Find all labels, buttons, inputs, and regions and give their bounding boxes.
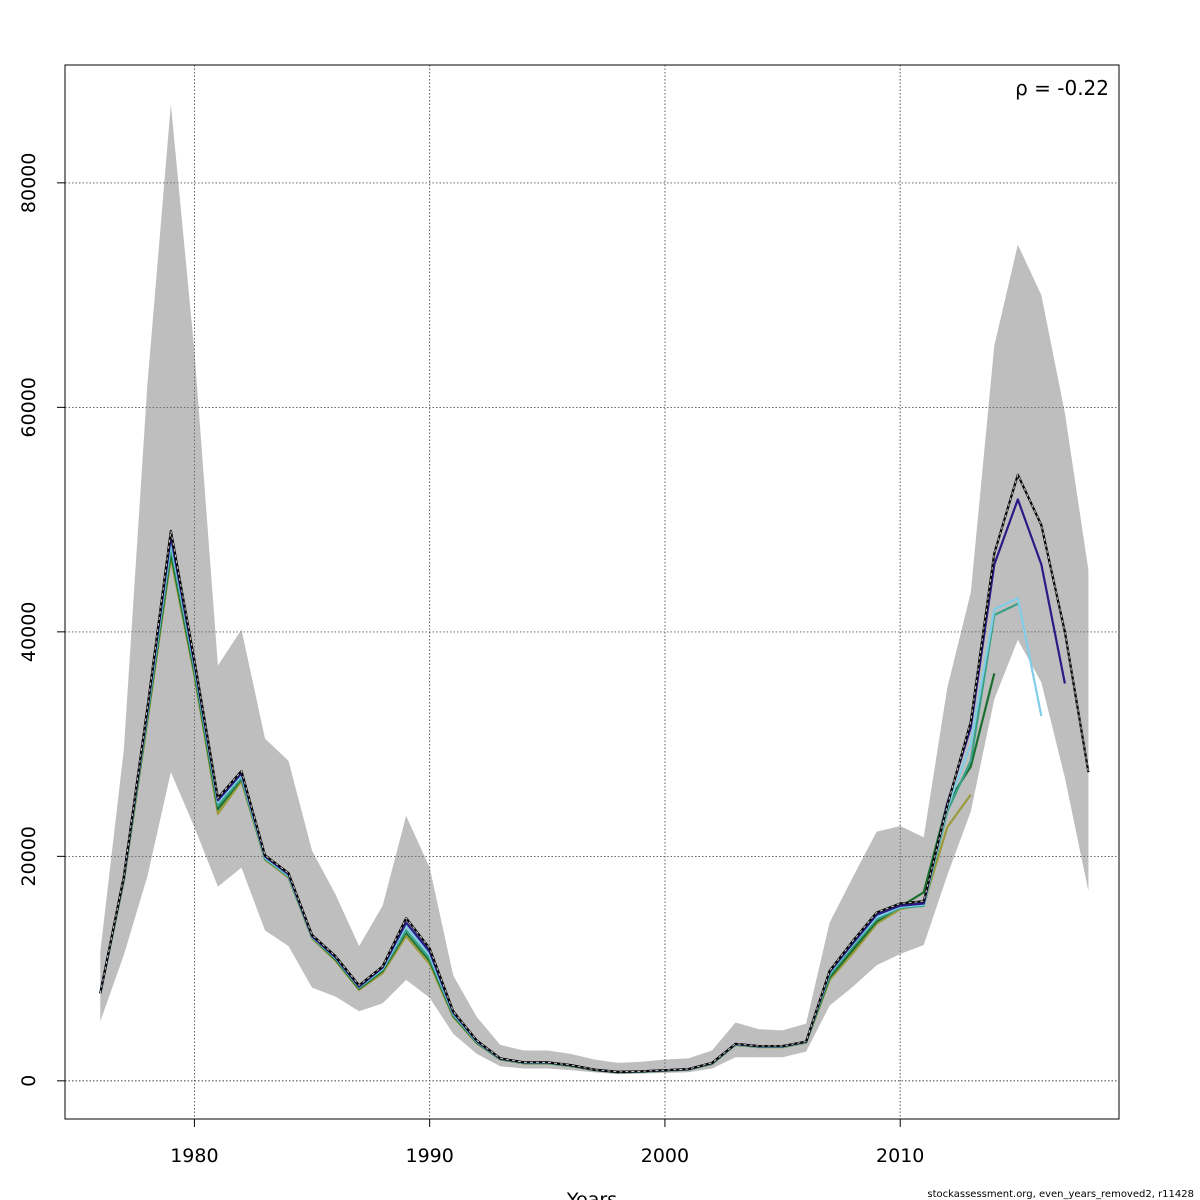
x-tick-label-0: 1980 [170,1145,218,1167]
y-tick-label-3: 60000 [18,377,40,437]
y-tick-label-1: 20000 [18,826,40,886]
y-axis: 0 20000 40000 60000 80000 [18,153,65,1087]
plot-frame [64,64,1120,1120]
x-tick-label-1: 1990 [405,1145,453,1167]
x-tick-label-2: 2000 [641,1145,689,1167]
rho-annotation: ρ = -0.22 [1015,76,1109,100]
confidence-band-area [100,104,1089,1075]
grid-lines-overlay [65,65,1119,1119]
footer-credit: stockassessment.org, even_years_removed2… [927,1189,1194,1200]
series-lines [99,473,1090,1074]
y-tick-label-0: 0 [18,1075,40,1087]
grid-lines [65,65,1119,1119]
y-tick-label-2: 40000 [18,602,40,662]
x-axis-title: Years [566,1189,617,1200]
x-axis: 1980 1990 2000 2010 [170,1119,924,1167]
series-line-0 [99,473,1090,1073]
confidence-band [100,104,1089,1075]
x-tick-label-3: 2010 [876,1145,924,1167]
y-tick-label-4: 80000 [18,153,40,213]
